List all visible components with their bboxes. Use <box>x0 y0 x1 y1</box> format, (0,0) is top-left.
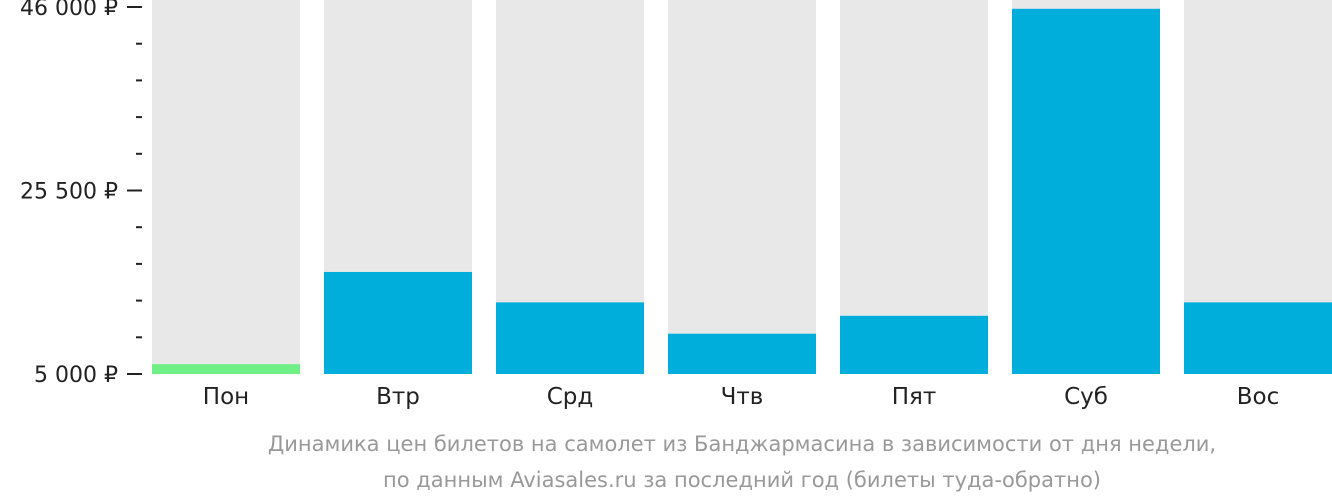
x-tick-label-6: Вос <box>1237 384 1280 410</box>
x-tick-label-1: Втр <box>376 384 420 410</box>
x-tick-label-3: Чтв <box>721 384 764 410</box>
x-tick-label-5: Суб <box>1064 384 1108 410</box>
chart-caption: Динамика цен билетов на самолет из Бандж… <box>0 426 1332 498</box>
bar-1 <box>324 271 472 374</box>
bar-6 <box>1184 302 1332 374</box>
y-tick-label-2: 5 000 ₽ <box>34 363 118 388</box>
x-tick-label-2: Срд <box>547 384 594 410</box>
bar-5 <box>1012 8 1160 374</box>
bar-3 <box>668 333 816 374</box>
caption-line-1: Динамика цен билетов на самолет из Бандж… <box>267 432 1217 456</box>
x-tick-label-0: Пон <box>203 384 249 410</box>
y-tick-label-0: 46 000 ₽ <box>20 0 118 21</box>
bar-background-3 <box>668 0 816 374</box>
bar-background-0 <box>152 0 300 374</box>
y-axis: 46 000 ₽ 25 500 ₽ 5 000 ₽ <box>20 0 142 388</box>
caption-line-2: по данным Aviasales.ru за последний год … <box>383 468 1101 492</box>
bars <box>152 8 1332 374</box>
x-tick-label-4: Пят <box>892 384 937 410</box>
x-axis-labels: Пон Втр Срд Чтв Пят Суб Вос <box>203 384 1279 410</box>
bar-4 <box>840 315 988 374</box>
y-tick-label-1: 25 500 ₽ <box>20 180 118 205</box>
bar-background-4 <box>840 0 988 374</box>
bar-0 <box>152 364 300 374</box>
bar-2 <box>496 302 644 374</box>
